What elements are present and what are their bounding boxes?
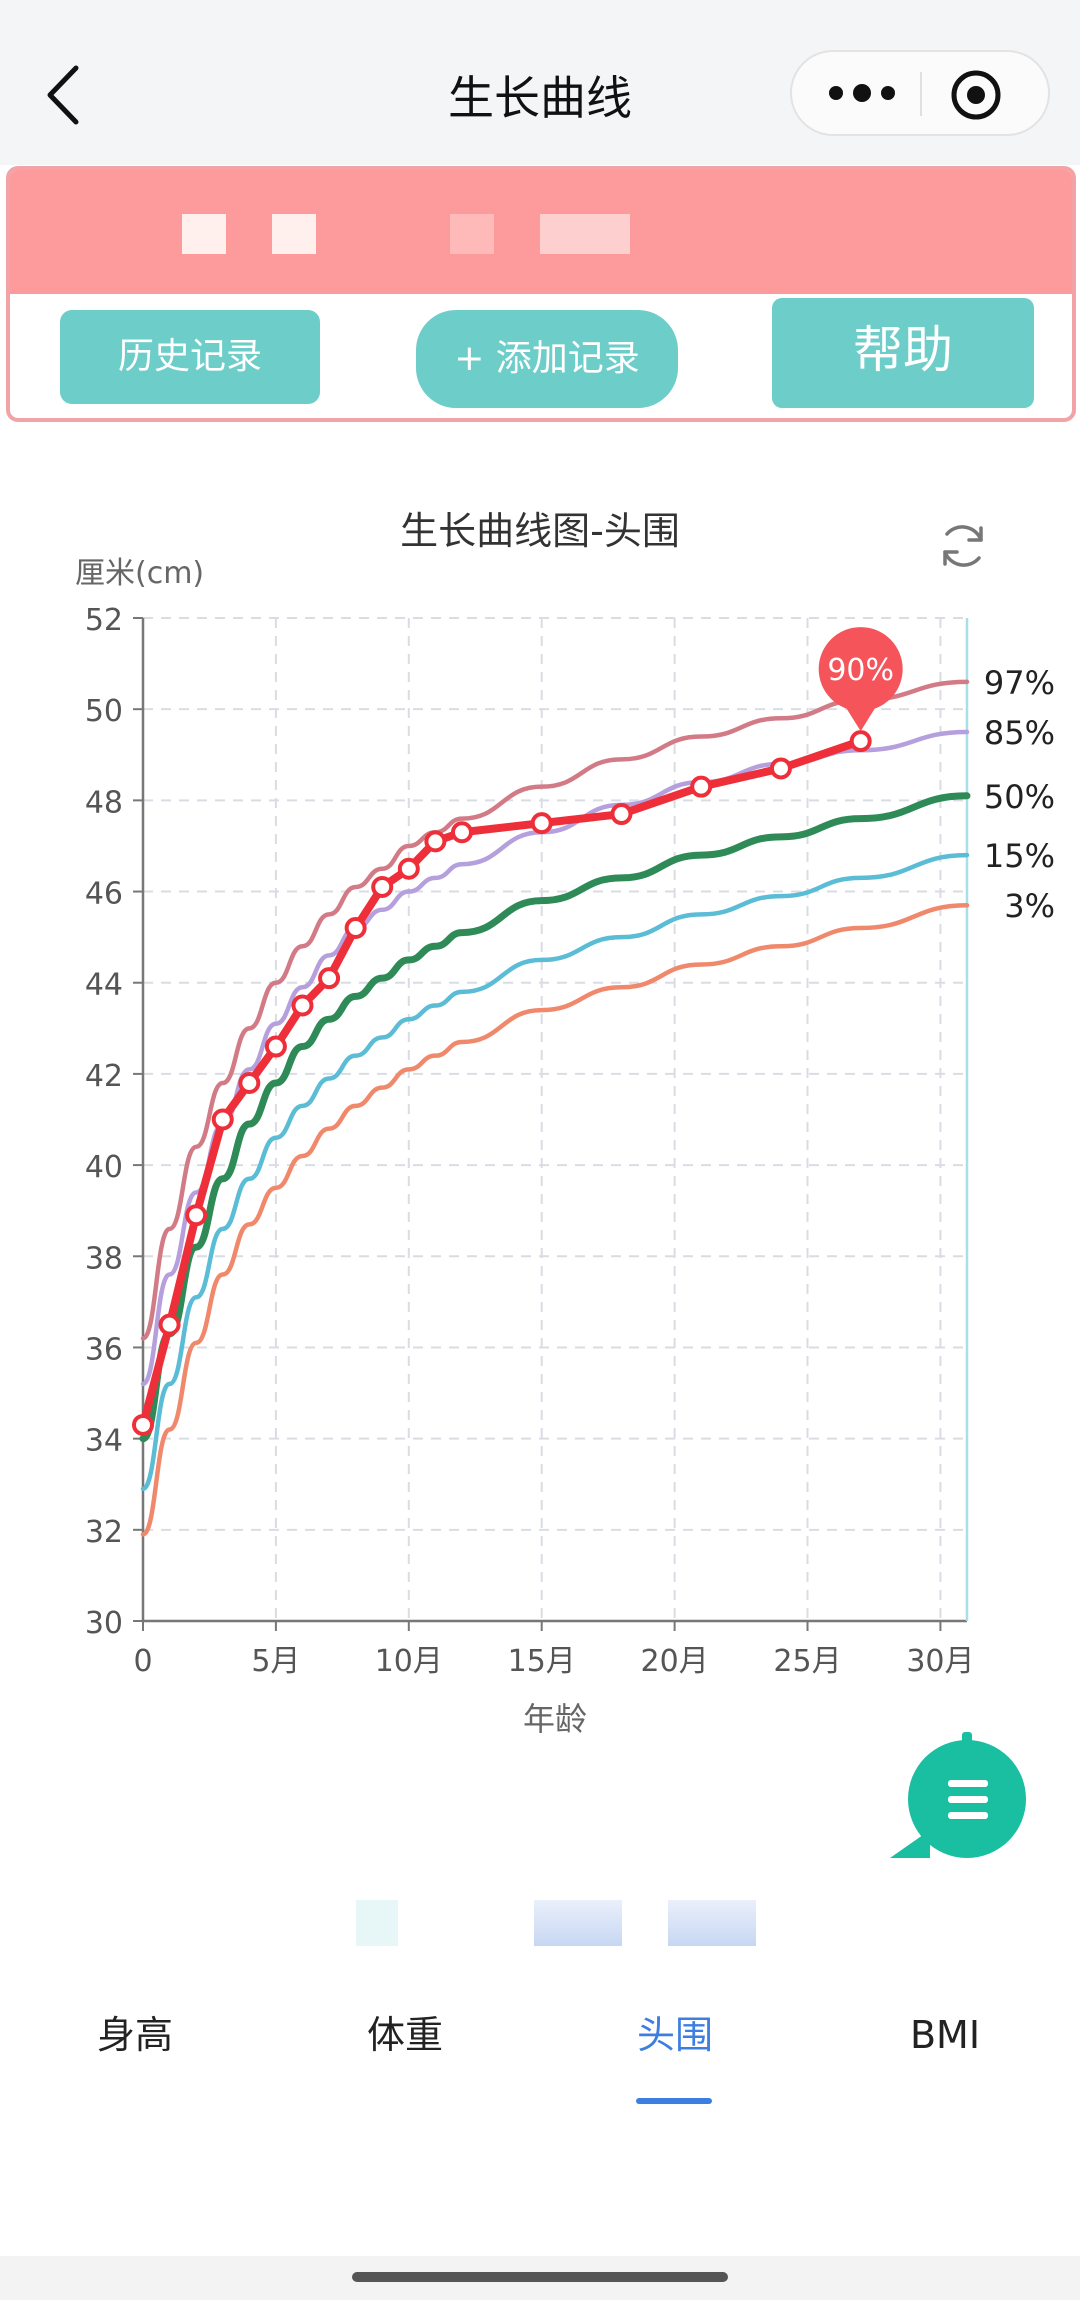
back-arrow-icon[interactable] (40, 60, 88, 130)
metric-tabs: 身高 体重 头围 BMI (0, 1980, 1080, 2100)
x-tick-label: 25月 (773, 1644, 841, 1679)
child-data-point (371, 875, 394, 898)
percentile-curve (140, 852, 970, 1492)
percentile-label: 15% (984, 837, 1055, 875)
menu-icon (948, 1780, 988, 1819)
x-tick-label: 20月 (641, 1644, 709, 1679)
axis-ticks: 30 32 34 36 38 40 42 44 46 48 50 52 0 5月 10月 15月 20月 25月 3… (85, 603, 975, 1679)
child-data-point (158, 1313, 181, 1336)
growth-chart: 厘米(cm) 年龄 30 32 34 36 38 40 42 44 46 48 50 52 0 5月 10月… (75, 556, 1055, 1738)
blurred-thumbnail (356, 1900, 398, 1946)
marker-bubble (818, 627, 903, 712)
fab-knob (962, 1732, 972, 1744)
help-button[interactable]: 帮助 (772, 298, 1034, 408)
tab-height[interactable]: 身高 (96, 2013, 173, 2057)
y-tick-label: 38 (85, 1241, 123, 1276)
record-card: 历史记录 + 添加记录 帮助 (6, 166, 1076, 422)
mini-program-capsule (790, 50, 1050, 136)
child-data-point (610, 803, 633, 826)
add-record-button[interactable]: + 添加记录 (416, 310, 678, 408)
blurred-thumbnail (534, 1900, 622, 1946)
page-title: 生长曲线 (448, 71, 632, 125)
profile-banner (10, 170, 1072, 294)
marker-label: 90% (827, 653, 894, 688)
child-data-point (424, 830, 447, 853)
child-data-point (344, 917, 367, 940)
percentile-curve (140, 902, 970, 1537)
child-data-point (690, 775, 713, 798)
child-measurement-line (139, 737, 865, 1429)
child-data-point (185, 1204, 208, 1227)
x-tick-label: 10月 (375, 1644, 443, 1679)
child-data-point (238, 1072, 261, 1095)
history-button[interactable]: 历史记录 (60, 310, 320, 404)
child-data-point (318, 967, 341, 990)
floating-menu-button[interactable] (908, 1740, 1026, 1858)
chart-title: 生长曲线图-头围 (400, 509, 680, 553)
y-tick-label: 36 (85, 1332, 123, 1367)
y-tick-label: 30 (85, 1606, 123, 1641)
child-data-point (849, 730, 872, 753)
y-tick-label: 34 (85, 1424, 123, 1459)
child-data-point (264, 1035, 287, 1058)
y-tick-label: 52 (85, 603, 123, 638)
child-data-point (291, 994, 314, 1017)
y-tick-label: 50 (85, 694, 123, 729)
y-tick-label: 42 (85, 1059, 123, 1094)
percentile-curve (139, 792, 971, 1443)
chart-axes (141, 618, 969, 1623)
x-tick-label: 0 (133, 1644, 152, 1679)
close-program-icon[interactable] (948, 67, 1004, 123)
blurred-profile-block (450, 214, 494, 254)
child-series: 90% (132, 627, 903, 1436)
x-tick-label: 15月 (508, 1644, 576, 1679)
child-data-point (450, 821, 473, 844)
y-tick-label: 32 (85, 1515, 123, 1550)
x-tick-label: 5月 (251, 1644, 300, 1679)
percentile-label: 3% (1004, 887, 1055, 925)
more-icon[interactable] (822, 70, 902, 116)
top-nav-bar: 生长曲线 (0, 0, 1080, 165)
percentile-label: 85% (984, 714, 1055, 752)
blurred-thumbnail (668, 1900, 756, 1946)
blurred-profile-block (540, 214, 630, 254)
blurred-profile-block (272, 214, 316, 254)
percentile-curves (139, 679, 971, 1537)
child-data-point (397, 857, 420, 880)
y-tick-label: 48 (85, 785, 123, 820)
refresh-icon[interactable] (935, 518, 991, 574)
y-axis-label: 厘米(cm) (75, 556, 204, 591)
tab-weight[interactable]: 体重 (366, 2013, 443, 2057)
x-axis-label: 年龄 (523, 1700, 587, 1738)
child-data-point (769, 757, 792, 780)
child-data-point (530, 812, 553, 835)
percentile-label: 97% (984, 664, 1055, 702)
capsule-divider (920, 72, 922, 116)
percentile-label: 50% (984, 778, 1055, 816)
tab-head-circumference[interactable]: 头围 (636, 2013, 713, 2057)
x-tick-label: 30月 (906, 1644, 974, 1679)
y-tick-label: 46 (85, 877, 123, 912)
y-tick-label: 40 (85, 1150, 123, 1185)
child-data-point (132, 1413, 154, 1436)
y-tick-label: 44 (85, 968, 123, 1003)
child-data-point (211, 1108, 234, 1131)
tab-bmi[interactable]: BMI (909, 2013, 981, 2057)
chart-grid (143, 617, 967, 1621)
percentile-labels: 97% 85% 50% 15% 3% (984, 664, 1055, 925)
blurred-profile-block (182, 214, 226, 254)
percentile-curve (140, 679, 970, 1341)
active-tab-indicator (636, 2098, 712, 2104)
home-indicator[interactable] (352, 2272, 728, 2282)
